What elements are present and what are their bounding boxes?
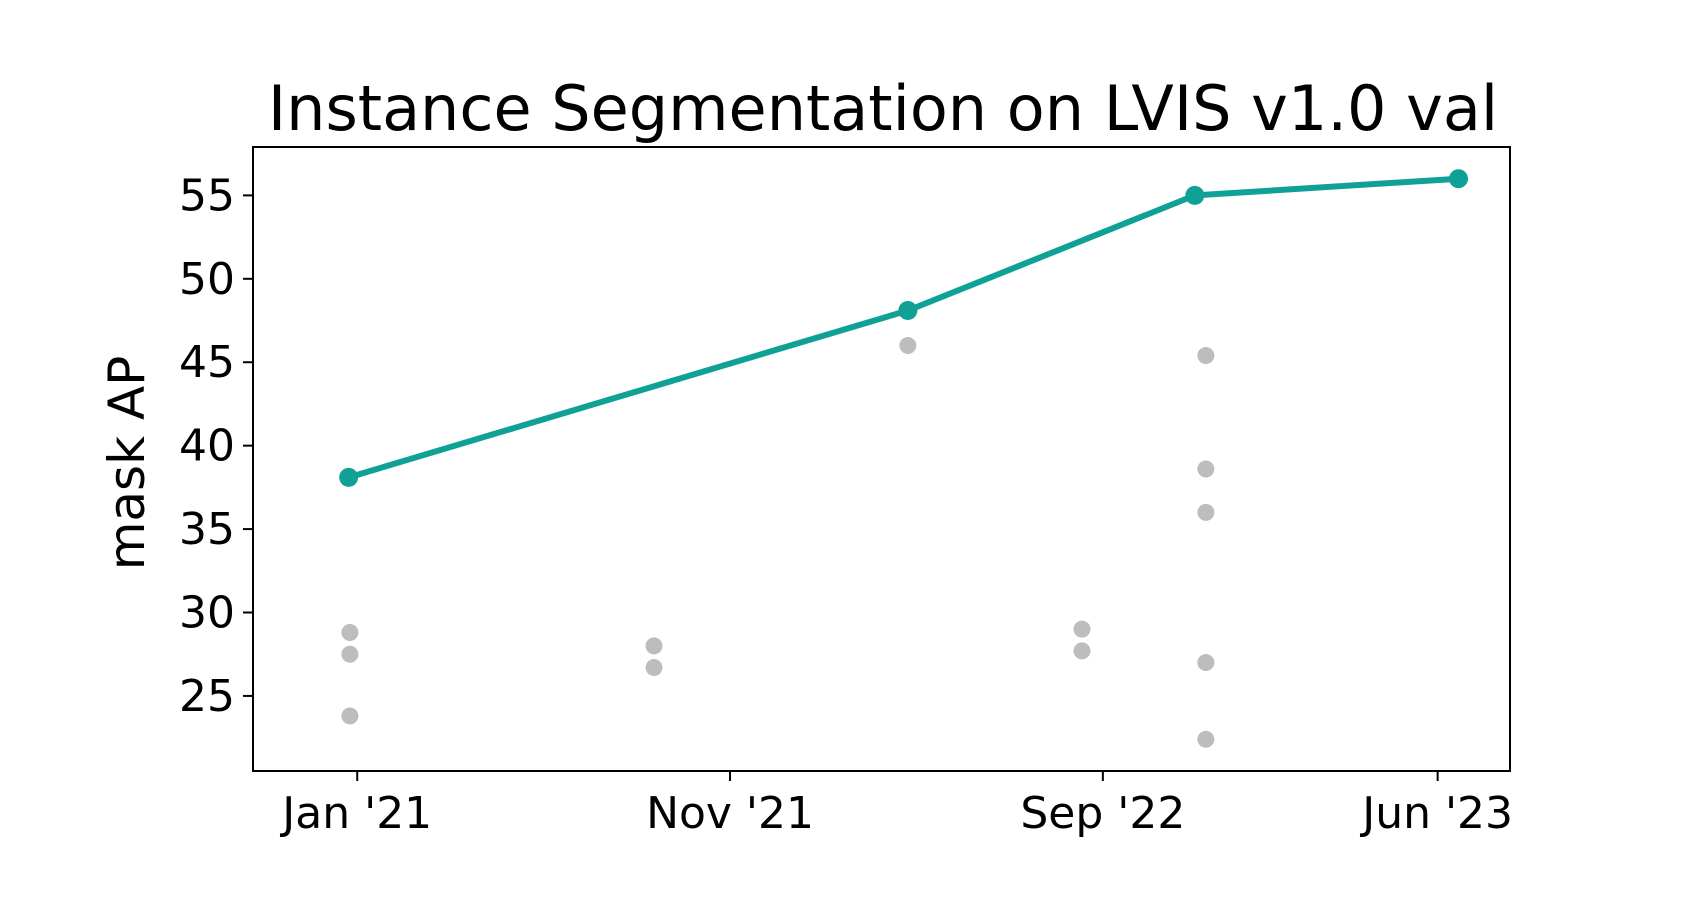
- other-model-point: [1197, 654, 1215, 672]
- x-axis: Jan '21 Nov '21 Sep '22 Jun '23: [279, 771, 1513, 839]
- x-tick-label: Jun '23: [1359, 788, 1513, 839]
- plot-area: [252, 146, 1511, 772]
- y-tick-label: 30: [179, 587, 235, 638]
- sota-point: [1448, 169, 1468, 189]
- other-model-point: [341, 624, 359, 642]
- sota-point: [898, 301, 918, 321]
- x-tick-label: Nov '21: [646, 788, 814, 839]
- other-model-point: [899, 337, 917, 355]
- x-tick-label: Jan '21: [279, 788, 432, 839]
- other-model-point: [1197, 460, 1215, 478]
- other-model-point: [1073, 642, 1091, 660]
- other-model-point: [1197, 347, 1215, 365]
- other-model-point: [1197, 730, 1215, 748]
- chart-title: Instance Segmentation on LVIS v1.0 val: [268, 72, 1498, 145]
- sota-line: [345, 175, 1462, 481]
- y-tick-label: 35: [179, 504, 235, 555]
- data-marks: [339, 169, 1468, 748]
- other-model-point: [1197, 503, 1215, 521]
- y-tick-label: 45: [179, 337, 235, 388]
- y-tick-label: 25: [179, 671, 235, 722]
- y-axis-label: mask AP: [98, 356, 156, 571]
- y-tick-label: 55: [179, 170, 235, 221]
- other-model-point: [645, 659, 663, 677]
- sota-point: [339, 467, 359, 487]
- y-tick-label: 40: [179, 421, 235, 472]
- sota-point: [1185, 185, 1205, 205]
- other-model-point: [341, 645, 359, 663]
- y-axis: 25 30 35 40 45 50 55: [179, 170, 253, 722]
- y-tick-label: 50: [179, 254, 235, 305]
- other-model-point: [341, 707, 359, 725]
- x-tick-label: Sep '22: [1020, 788, 1185, 839]
- other-model-point: [1073, 620, 1091, 638]
- other-model-point: [645, 637, 663, 655]
